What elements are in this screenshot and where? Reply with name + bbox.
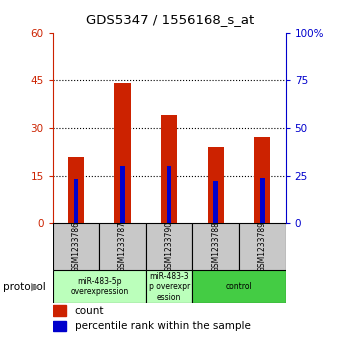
Text: ▶: ▶: [31, 282, 40, 292]
Bar: [68, 156, 84, 223]
Text: GDS5347 / 1556168_s_at: GDS5347 / 1556168_s_at: [86, 13, 254, 26]
Bar: [161, 115, 177, 223]
Bar: [146, 223, 192, 270]
Text: GSM1233790: GSM1233790: [165, 221, 174, 272]
Text: percentile rank within the sample: percentile rank within the sample: [75, 321, 251, 331]
Text: protocol: protocol: [3, 282, 46, 292]
Bar: [167, 166, 171, 223]
Bar: [74, 179, 78, 223]
Bar: [53, 321, 66, 331]
Bar: [120, 166, 125, 223]
Bar: [254, 138, 270, 223]
Text: GSM1233786: GSM1233786: [71, 221, 81, 272]
Text: GSM1233787: GSM1233787: [118, 221, 127, 272]
Text: GSM1233788: GSM1233788: [211, 221, 220, 272]
Text: miR-483-3
p overexpr
ession: miR-483-3 p overexpr ession: [149, 272, 190, 302]
Text: miR-483-5p
overexpression: miR-483-5p overexpression: [70, 277, 129, 297]
Bar: [214, 182, 218, 223]
Bar: [208, 147, 224, 223]
Bar: [192, 270, 286, 303]
Bar: [115, 83, 131, 223]
Bar: [53, 270, 146, 303]
Bar: [192, 223, 239, 270]
Text: control: control: [226, 282, 252, 291]
Text: GSM1233789: GSM1233789: [258, 221, 267, 272]
Bar: [99, 223, 146, 270]
Bar: [239, 223, 286, 270]
Bar: [53, 305, 66, 316]
Bar: [53, 223, 99, 270]
Bar: [260, 178, 265, 223]
Bar: [146, 270, 192, 303]
Text: count: count: [75, 306, 104, 316]
